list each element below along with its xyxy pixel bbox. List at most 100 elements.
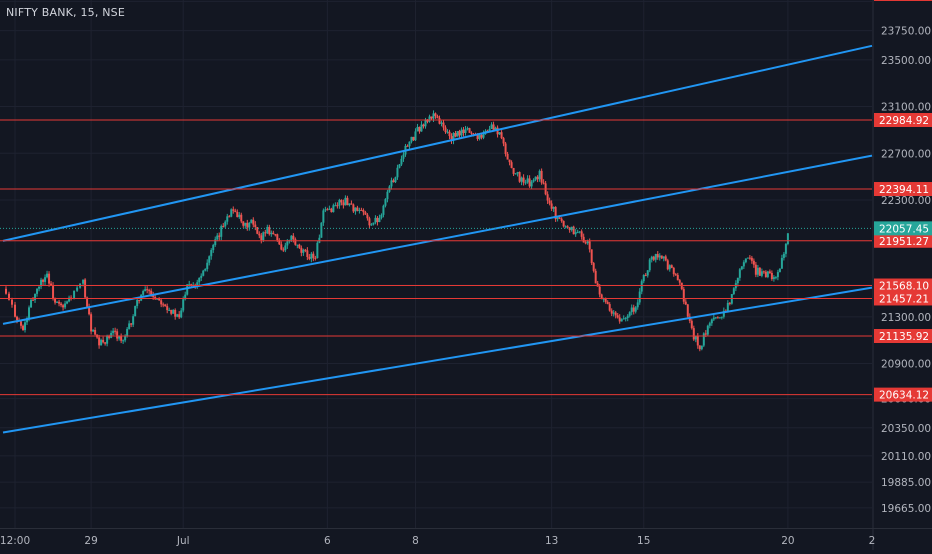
- candle-up[interactable]: [514, 173, 517, 175]
- candle-up[interactable]: [452, 133, 455, 141]
- candle-down[interactable]: [728, 302, 731, 304]
- candle-down[interactable]: [164, 304, 167, 307]
- candle-down[interactable]: [558, 217, 561, 219]
- candle-down[interactable]: [54, 298, 57, 303]
- candle-up[interactable]: [732, 288, 735, 295]
- candle-down[interactable]: [342, 202, 345, 206]
- candle-up[interactable]: [176, 314, 179, 317]
- candle-down[interactable]: [232, 209, 235, 211]
- candle-up[interactable]: [202, 270, 205, 276]
- candle-down[interactable]: [430, 116, 433, 119]
- candle-up[interactable]: [524, 182, 527, 184]
- candle-up[interactable]: [620, 319, 623, 322]
- candle-down[interactable]: [762, 271, 765, 273]
- candle-up[interactable]: [334, 205, 337, 207]
- candle-up[interactable]: [622, 318, 625, 320]
- candle-up[interactable]: [82, 279, 85, 284]
- candle-up[interactable]: [186, 284, 189, 295]
- candle-down[interactable]: [468, 128, 471, 133]
- candle-up[interactable]: [538, 170, 541, 180]
- candle-up[interactable]: [266, 226, 269, 234]
- candle-up[interactable]: [214, 239, 217, 246]
- candle-up[interactable]: [416, 126, 419, 132]
- candle-up[interactable]: [516, 172, 519, 174]
- candle-up[interactable]: [244, 222, 247, 226]
- candle-up[interactable]: [738, 269, 741, 278]
- candle-up[interactable]: [702, 333, 705, 346]
- candle-down[interactable]: [368, 218, 371, 226]
- candle-down[interactable]: [750, 257, 753, 261]
- candle-down[interactable]: [276, 234, 279, 241]
- candle-up[interactable]: [726, 302, 729, 312]
- candle-up[interactable]: [466, 128, 469, 130]
- candle-down[interactable]: [152, 295, 155, 297]
- candle-up[interactable]: [358, 209, 361, 211]
- candle-down[interactable]: [16, 316, 19, 321]
- candle-up[interactable]: [182, 299, 185, 311]
- candle-up[interactable]: [156, 298, 159, 300]
- candle-up[interactable]: [746, 257, 749, 259]
- candle-down[interactable]: [438, 118, 441, 124]
- candle-up[interactable]: [134, 306, 137, 317]
- candle-up[interactable]: [778, 268, 781, 273]
- candle-up[interactable]: [286, 241, 289, 246]
- candle-down[interactable]: [546, 194, 549, 201]
- candle-up[interactable]: [766, 271, 769, 278]
- candle-up[interactable]: [322, 210, 325, 223]
- candle-down[interactable]: [768, 271, 771, 273]
- candle-down[interactable]: [356, 207, 359, 211]
- candle-up[interactable]: [712, 317, 715, 320]
- candle-up[interactable]: [784, 244, 787, 254]
- candle-up[interactable]: [196, 282, 199, 288]
- candle-up[interactable]: [556, 217, 559, 220]
- candle-down[interactable]: [364, 212, 367, 215]
- candle-down[interactable]: [11, 299, 14, 305]
- candle-down[interactable]: [260, 235, 263, 241]
- candle-up[interactable]: [73, 290, 76, 298]
- candle-up[interactable]: [624, 318, 627, 320]
- candle-up[interactable]: [212, 245, 215, 251]
- candle-down[interactable]: [412, 136, 415, 141]
- candle-down[interactable]: [560, 218, 563, 222]
- candle-up[interactable]: [128, 323, 131, 329]
- candle-down[interactable]: [584, 242, 587, 244]
- candle-down[interactable]: [458, 131, 461, 136]
- candle-up[interactable]: [34, 293, 37, 301]
- candle-up[interactable]: [694, 336, 697, 340]
- candle-down[interactable]: [716, 317, 719, 319]
- candle-up[interactable]: [374, 217, 377, 223]
- candle-down[interactable]: [298, 244, 301, 248]
- candle-down[interactable]: [422, 124, 425, 127]
- candle-up[interactable]: [720, 316, 723, 318]
- candle-up[interactable]: [250, 219, 253, 223]
- candle-down[interactable]: [120, 336, 123, 341]
- candle-up[interactable]: [756, 267, 759, 275]
- candle-down[interactable]: [50, 283, 53, 286]
- candle-down[interactable]: [692, 328, 695, 340]
- candle-down[interactable]: [512, 167, 515, 174]
- candle-up[interactable]: [144, 289, 147, 292]
- candle-down[interactable]: [632, 307, 635, 312]
- candle-down[interactable]: [696, 336, 699, 346]
- candle-up[interactable]: [478, 135, 481, 139]
- candle-up[interactable]: [446, 131, 449, 133]
- candle-down[interactable]: [770, 272, 773, 280]
- candle-up[interactable]: [390, 180, 393, 187]
- candle-up[interactable]: [66, 301, 69, 304]
- candle-down[interactable]: [436, 116, 439, 119]
- candle-up[interactable]: [386, 191, 389, 200]
- candle-down[interactable]: [562, 221, 565, 227]
- candle-down[interactable]: [496, 127, 499, 135]
- candle-down[interactable]: [308, 256, 311, 259]
- candle-up[interactable]: [112, 330, 115, 333]
- candle-down[interactable]: [664, 256, 667, 261]
- candle-down[interactable]: [754, 264, 757, 275]
- candle-up[interactable]: [354, 207, 357, 212]
- candle-up[interactable]: [428, 116, 431, 122]
- candle-up[interactable]: [106, 335, 109, 344]
- candle-up[interactable]: [440, 122, 443, 124]
- candle-down[interactable]: [108, 335, 111, 338]
- candle-down[interactable]: [448, 131, 451, 137]
- candle-down[interactable]: [88, 306, 91, 315]
- candle-up[interactable]: [118, 336, 121, 339]
